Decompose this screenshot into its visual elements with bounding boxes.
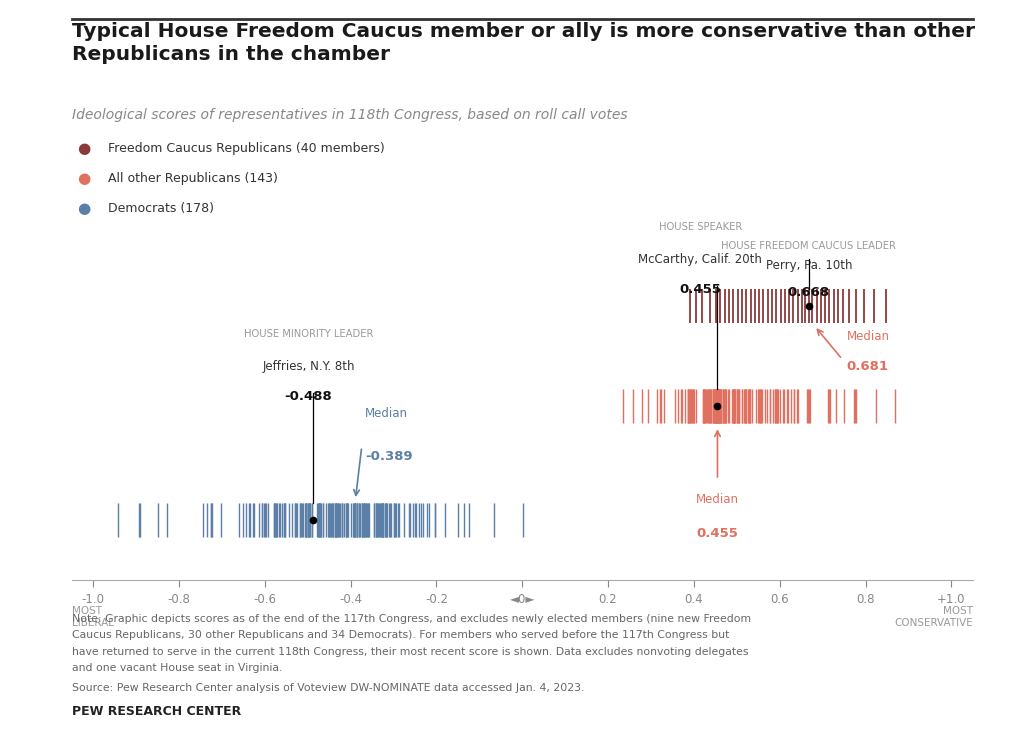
Text: Median: Median bbox=[696, 493, 739, 506]
Text: Perry, Pa. 10th: Perry, Pa. 10th bbox=[766, 260, 852, 272]
Text: ●: ● bbox=[77, 171, 90, 186]
Text: ●: ● bbox=[77, 141, 90, 156]
Text: and one vacant House seat in Virginia.: and one vacant House seat in Virginia. bbox=[72, 663, 282, 673]
Text: Typical House Freedom Caucus member or ally is more conservative than other
Repu: Typical House Freedom Caucus member or a… bbox=[72, 22, 975, 64]
Text: 0.455: 0.455 bbox=[696, 527, 738, 539]
Text: Freedom Caucus Republicans (40 members): Freedom Caucus Republicans (40 members) bbox=[108, 142, 384, 155]
Text: Median: Median bbox=[847, 330, 890, 342]
Text: -0.389: -0.389 bbox=[365, 449, 413, 463]
Text: Jeffries, N.Y. 8th: Jeffries, N.Y. 8th bbox=[262, 360, 354, 373]
Text: Caucus Republicans, 30 other Republicans and 34 Democrats). For members who serv: Caucus Republicans, 30 other Republicans… bbox=[72, 630, 729, 640]
Text: HOUSE SPEAKER: HOUSE SPEAKER bbox=[658, 222, 742, 232]
Text: All other Republicans (143): All other Republicans (143) bbox=[108, 172, 278, 185]
Text: Median: Median bbox=[365, 407, 408, 420]
Text: -0.488: -0.488 bbox=[285, 390, 333, 403]
Text: Source: Pew Research Center analysis of Voteview DW-NOMINATE data accessed Jan. : Source: Pew Research Center analysis of … bbox=[72, 683, 584, 693]
Text: 0.681: 0.681 bbox=[847, 360, 889, 373]
Text: 0.455: 0.455 bbox=[679, 283, 721, 295]
Text: MOST
CONSERVATIVE: MOST CONSERVATIVE bbox=[894, 606, 973, 628]
Text: ●: ● bbox=[77, 201, 90, 216]
Text: McCarthy, Calif. 20th: McCarthy, Calif. 20th bbox=[638, 253, 762, 266]
Text: MOST
LIBERAL: MOST LIBERAL bbox=[72, 606, 114, 628]
Text: have returned to serve in the current 118th Congress, their most recent score is: have returned to serve in the current 11… bbox=[72, 647, 749, 656]
Text: Ideological scores of representatives in 118th Congress, based on roll call vote: Ideological scores of representatives in… bbox=[72, 108, 628, 122]
Text: HOUSE MINORITY LEADER: HOUSE MINORITY LEADER bbox=[244, 330, 373, 339]
Text: HOUSE FREEDOM CAUCUS LEADER: HOUSE FREEDOM CAUCUS LEADER bbox=[722, 240, 896, 251]
Text: 0.668: 0.668 bbox=[787, 286, 829, 299]
Text: Democrats (178): Democrats (178) bbox=[108, 202, 214, 215]
Text: Note: Graphic depicts scores as of the end of the 117th Congress, and excludes n: Note: Graphic depicts scores as of the e… bbox=[72, 614, 751, 623]
Text: PEW RESEARCH CENTER: PEW RESEARCH CENTER bbox=[72, 705, 241, 718]
